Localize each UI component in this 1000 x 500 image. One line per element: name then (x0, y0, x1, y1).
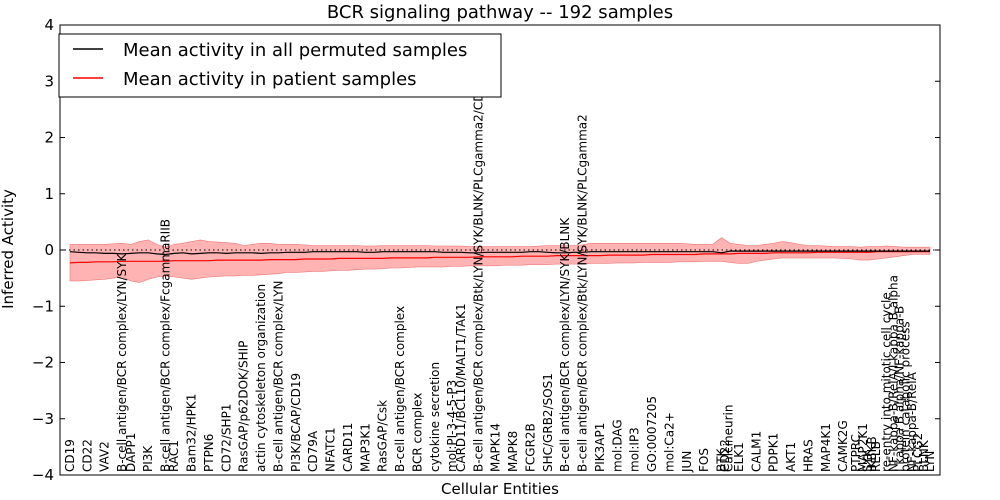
y-tick-label: 3 (44, 72, 54, 90)
x-category-label: PI3K (141, 445, 155, 472)
legend-label-patient: Mean activity in patient samples (123, 69, 417, 90)
x-category-label: NF-kappa-B/RelA/I kappa B alpha (887, 275, 901, 472)
x-category-label: mol:Ca2+ (662, 412, 676, 472)
chart-title: BCR signaling pathway -- 192 samples (327, 2, 673, 23)
x-category-label: PTPN6 (202, 434, 216, 472)
x-category-label: MAP4K1 (819, 423, 833, 472)
x-category-label: AKT1 (784, 442, 798, 472)
x-category-label: NFATC1 (324, 427, 338, 472)
x-category-label: PLCG2 (911, 433, 925, 472)
y-tick-label: −2 (32, 354, 54, 372)
x-category-label: B-cell antigen/BCR complex/LYN/SYK (115, 252, 129, 472)
x-category-label: PTPRC (849, 434, 863, 472)
x-category-label: Bam32/HPK1 (185, 394, 199, 472)
x-category-label: ELK1 (732, 442, 746, 472)
x-category-label: CARD11 (341, 423, 355, 472)
x-category-label: actin cytoskeleton organization (254, 284, 268, 472)
x-category-label: MAP3K1 (358, 423, 372, 472)
x-category-label: Calcineurin (722, 405, 736, 472)
x-category-label: VAV2 (98, 441, 112, 472)
legend-box (58, 33, 502, 98)
x-category-label: GO:0007205 (645, 396, 659, 472)
x-category-label: BLNK (917, 439, 931, 472)
x-category-label: B-cell antigen/BCR complex/LYN (272, 280, 286, 472)
x-category-label: DAPP1 (124, 433, 138, 472)
x-category-label: CAMK2G (836, 420, 850, 472)
x-category-label: cytokine secretion (428, 362, 442, 472)
y-tick-label: 2 (44, 129, 54, 147)
x-category-label: B-cell antigen/BCR complex (393, 306, 407, 472)
x-category-label: CD19 (63, 439, 77, 472)
x-category-label: BCR complex (411, 393, 425, 472)
x-category-label: B-cell antigen/BCR complex/Btk/LYN/SYK/B… (471, 77, 485, 472)
y-tick-label: −4 (32, 466, 54, 484)
x-category-label: MAPK14 (489, 423, 503, 472)
x-category-label: CARD11/BCL10/MALT1/TAK1 (454, 303, 468, 472)
x-category-label: RELB (869, 441, 883, 472)
x-category-label: IKBKB (865, 436, 879, 472)
x-category-label: RasGAP/Csk (376, 400, 390, 472)
x-category-label: FCGR2B (523, 423, 537, 472)
x-category-label: CALM1 (749, 431, 763, 472)
legend: Mean activity in all permuted samples Me… (58, 33, 502, 98)
x-category-label: PDPK1 (767, 433, 781, 472)
y-tick-label: 4 (44, 16, 54, 34)
x-category-label: FOS (697, 448, 711, 472)
x-category-label: B-cell antigen/BCR complex/LYN/SYK/BLNK (558, 217, 572, 472)
patient-mean-line (69, 251, 930, 264)
x-category-label: MAP2K1 (856, 423, 870, 472)
permuted-mean-line (69, 250, 930, 256)
y-tick-label: −3 (32, 410, 54, 428)
x-category-label: SHC/GRB2/SOS1 (541, 373, 555, 472)
x-axis-label: Cellular Entities (441, 480, 559, 498)
x-category-label: I kappa B alpha/NF-kappa-B (893, 306, 907, 472)
y-axis-label: Inferred Activity (0, 189, 17, 309)
y-tick-label: 1 (44, 185, 54, 203)
x-category-label: LYN (923, 451, 937, 472)
x-category-label: MAPK8 (506, 431, 520, 472)
legend-label-permuted: Mean activity in all permuted samples (123, 40, 467, 61)
x-category-label: CD22 (718, 439, 732, 472)
x-category-label: protein catabolic process (899, 321, 913, 472)
x-category-label: CD22 (80, 439, 94, 472)
confidence-band (69, 237, 931, 283)
x-category-label: NF-kappa-B/RelA (905, 371, 919, 472)
x-category-label: mol:DAG (610, 419, 624, 472)
x-category-label: SYK (861, 448, 875, 472)
x-category-label: mol:IP3 (628, 427, 642, 472)
x-category-label: re-entry into mitotic cell cycle (880, 292, 894, 472)
x-category-label: BTK (715, 447, 729, 472)
x-category-label: CD72/SHP1 (219, 404, 233, 472)
x-category-label: CD79A (306, 430, 320, 472)
x-category-label: mol:PI-3-4-5-P3 (445, 380, 459, 472)
y-tick-label: 0 (44, 241, 54, 259)
x-category-label: JUN (680, 451, 694, 473)
x-category-label: PIK3AP1 (593, 423, 607, 472)
x-category-label: B-cell antigen/BCR complex/FcgammaRIIB (159, 219, 173, 472)
x-category-label: B-cell antigen/BCR complex/Btk/LYN/SYK/B… (576, 114, 590, 472)
x-category-label: RAC1 (167, 440, 181, 472)
x-category-label: HRAS (801, 439, 815, 472)
y-tick-label: −1 (32, 297, 54, 315)
x-category-label: PI3K/BCAP/CD19 (289, 373, 303, 472)
x-category-label: RasGAP/p62DOK/SHIP (237, 341, 251, 472)
